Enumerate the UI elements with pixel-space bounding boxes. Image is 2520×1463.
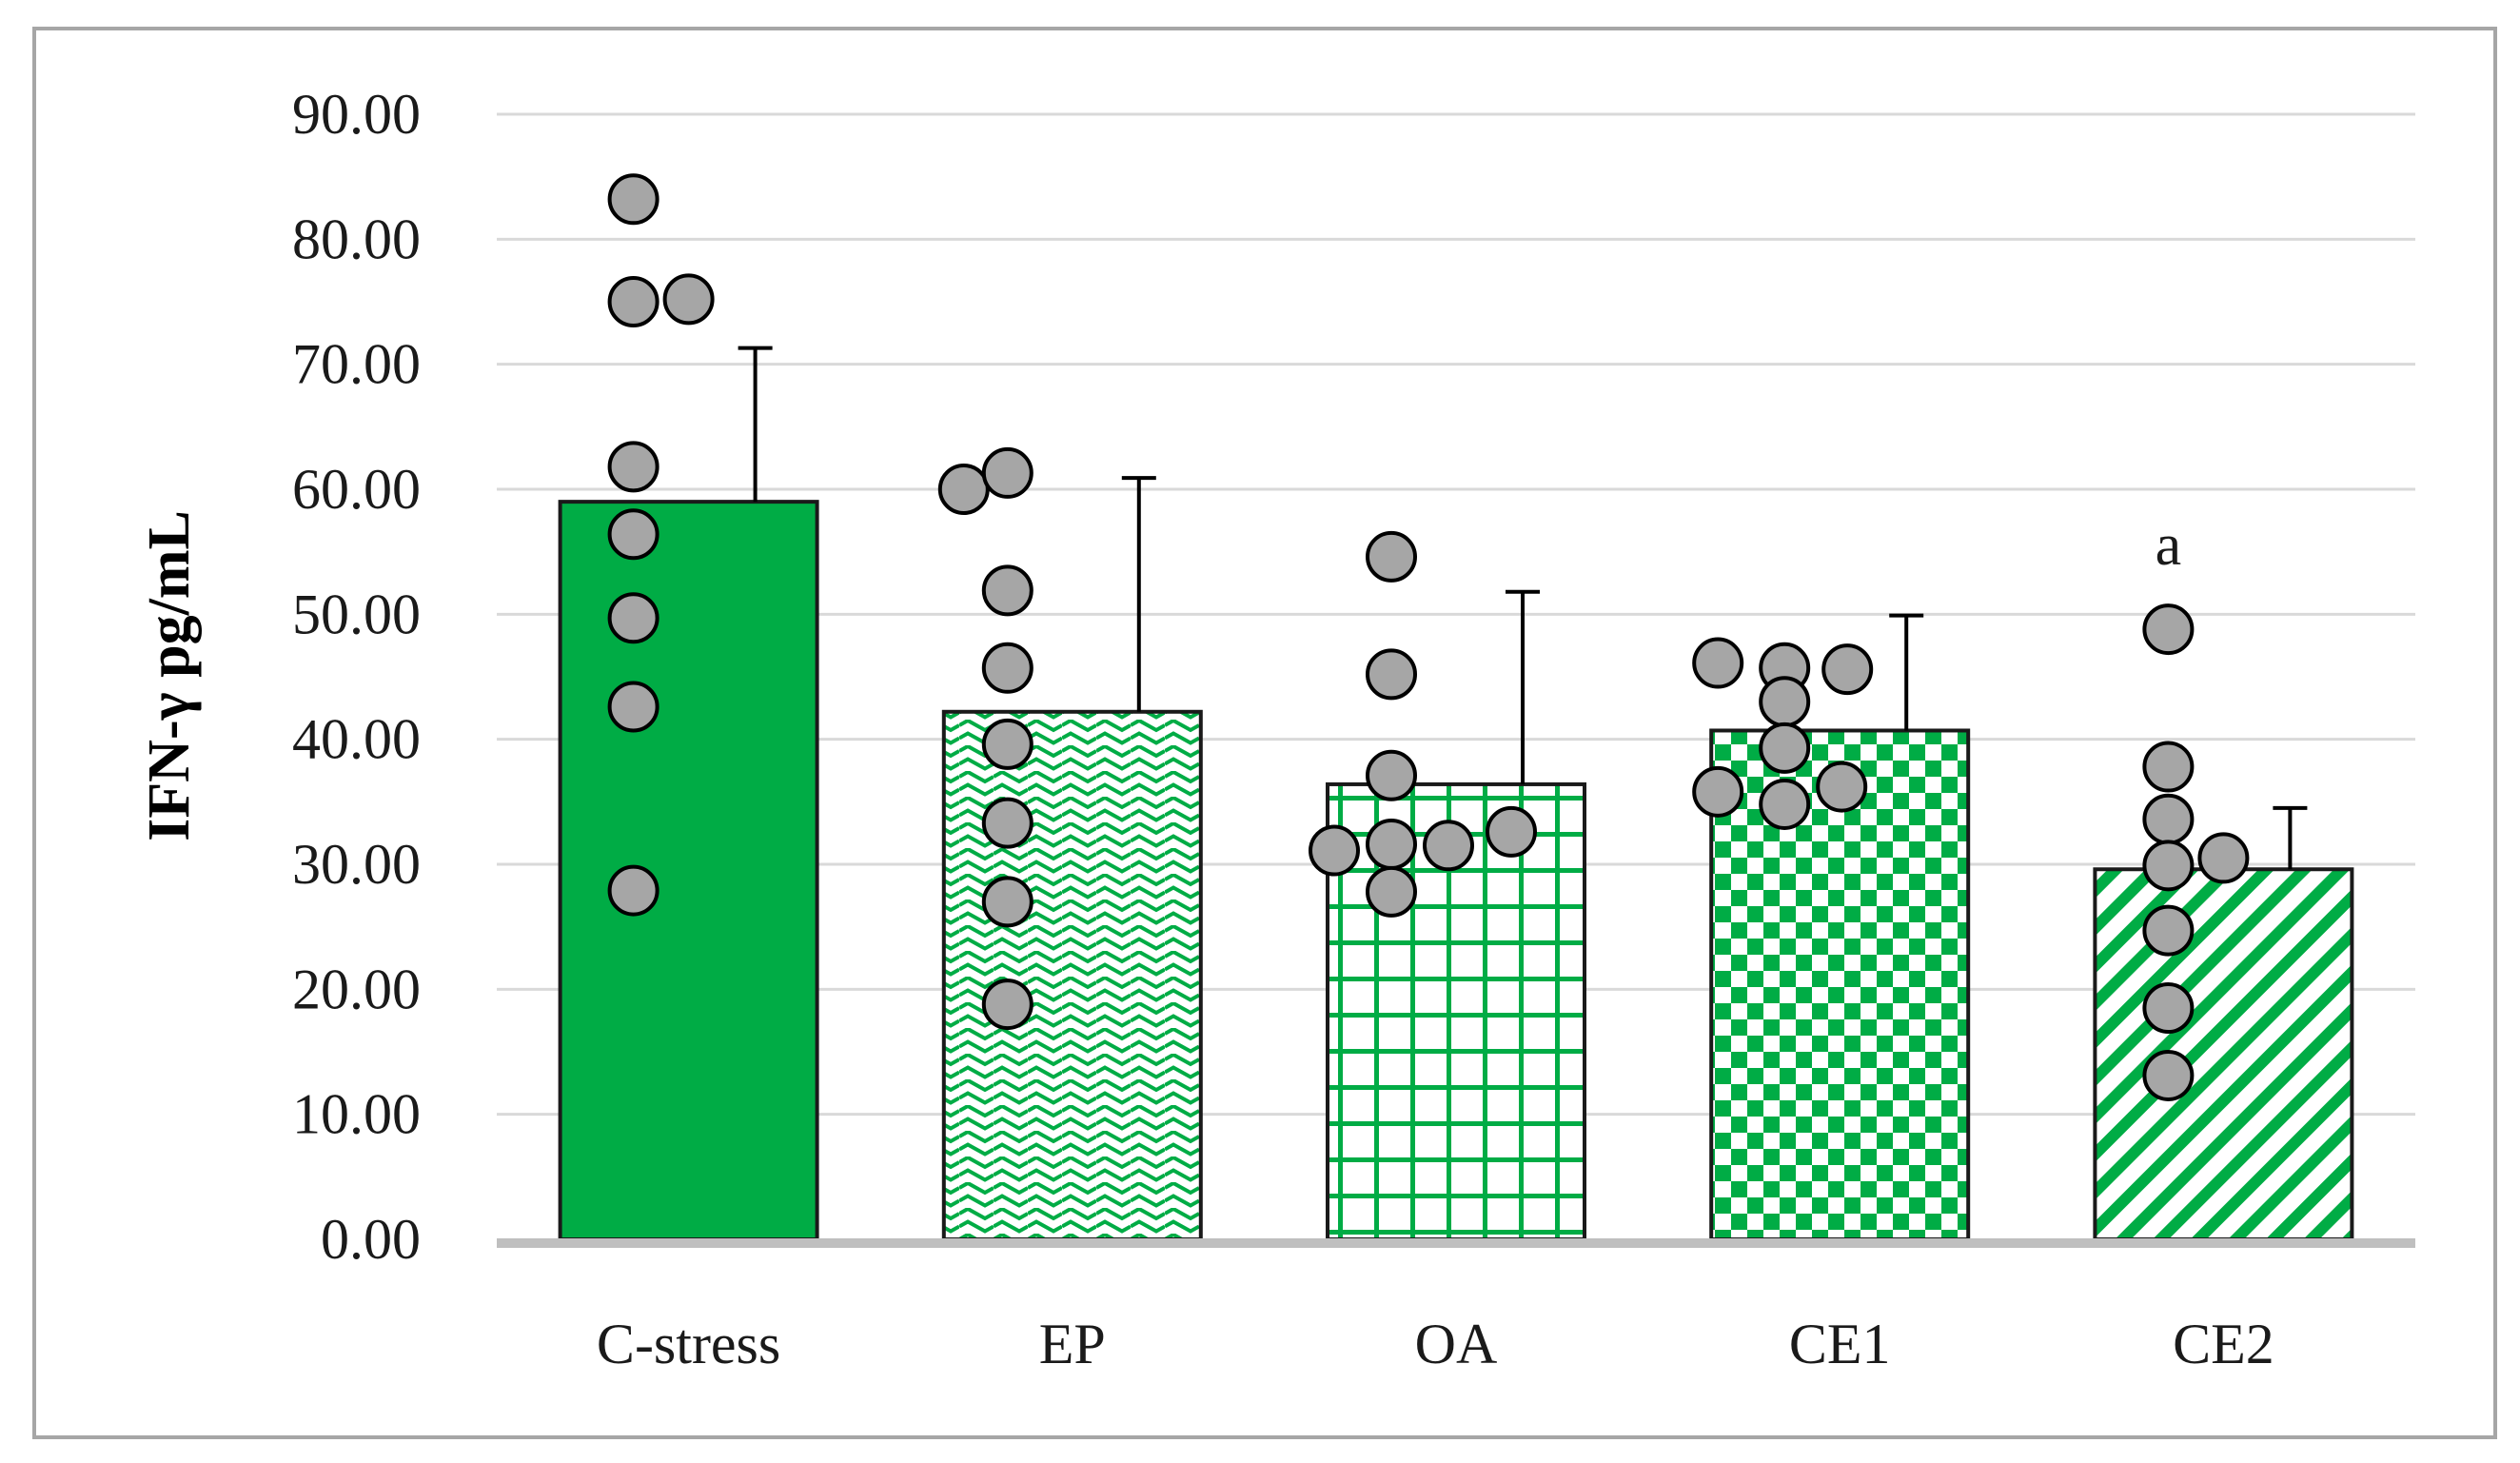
- data-point: [1816, 761, 1868, 813]
- data-point: [2142, 904, 2195, 957]
- data-point: [2142, 793, 2195, 845]
- data-point: [607, 592, 660, 644]
- y-tick-label: 0.00: [321, 1208, 421, 1271]
- data-point: [1759, 778, 1811, 830]
- data-point: [1366, 648, 1417, 701]
- data-point: [1366, 865, 1417, 918]
- data-point: [981, 979, 1034, 1031]
- data-point: [981, 642, 1034, 694]
- y-tick-label: 50.00: [292, 583, 421, 645]
- y-tick-label: 20.00: [292, 958, 421, 1020]
- x-axis-ticks: C-stress EP OA CE1 CE2: [597, 1313, 2274, 1375]
- x-tick-label: CE2: [2173, 1313, 2274, 1375]
- data-point: [2142, 1049, 2195, 1101]
- data-point: [1366, 818, 1417, 870]
- data-point: [2142, 741, 2195, 793]
- x-tick-label: C-stress: [597, 1313, 780, 1375]
- y-axis-ticks: 0.00 10.00 20.00 30.00 40.00 50.00 60.00 70.00 8…: [292, 83, 421, 1271]
- data-point: [981, 718, 1034, 770]
- data-point: [937, 464, 990, 515]
- y-tick-label: 40.00: [292, 708, 421, 771]
- data-points: [607, 173, 2250, 1101]
- bar-ce1: [1709, 728, 1971, 1241]
- data-point: [1821, 643, 1874, 696]
- significance-label: a: [2156, 513, 2182, 578]
- data-point: [662, 273, 715, 326]
- data-point: [1692, 765, 1744, 818]
- data-point: [607, 441, 660, 493]
- error-bars: [738, 346, 2308, 870]
- y-tick-label: 60.00: [292, 458, 421, 521]
- y-tick-label: 30.00: [292, 833, 421, 896]
- data-point: [607, 864, 660, 917]
- data-point: [1759, 722, 1811, 774]
- x-tick-label: CE1: [1789, 1313, 1891, 1375]
- data-point: [1309, 824, 1360, 877]
- data-point: [2142, 603, 2195, 656]
- bar-ce2: [2093, 867, 2354, 1242]
- data-point: [2142, 840, 2195, 892]
- data-point: [1486, 805, 1537, 858]
- data-point: [2142, 982, 2195, 1035]
- data-point: [2197, 832, 2250, 884]
- data-point: [607, 173, 660, 226]
- data-point: [607, 508, 660, 561]
- data-point: [607, 681, 660, 733]
- data-point: [1759, 676, 1811, 728]
- data-point: [981, 876, 1034, 928]
- y-tick-label: 70.00: [292, 333, 421, 396]
- data-point: [1366, 749, 1417, 801]
- data-point: [607, 276, 660, 327]
- bars: [558, 500, 2354, 1242]
- bar-c-stress: [558, 500, 819, 1241]
- annotations: a: [2156, 513, 2182, 578]
- y-tick-label: 90.00: [292, 83, 421, 146]
- y-tick-label: 80.00: [292, 208, 421, 270]
- data-point: [981, 446, 1034, 499]
- data-point: [981, 564, 1034, 617]
- data-point: [1423, 820, 1474, 872]
- outer-frame: [32, 27, 2497, 1439]
- data-point: [1366, 530, 1417, 583]
- y-axis-title: IFN-γ pg/mL: [137, 510, 202, 841]
- x-tick-label: OA: [1415, 1313, 1498, 1375]
- data-point: [981, 797, 1034, 849]
- bar-ep: [941, 709, 1203, 1241]
- data-point: [1692, 637, 1744, 689]
- y-tick-label: 10.00: [292, 1083, 421, 1146]
- x-tick-label: EP: [1039, 1313, 1106, 1375]
